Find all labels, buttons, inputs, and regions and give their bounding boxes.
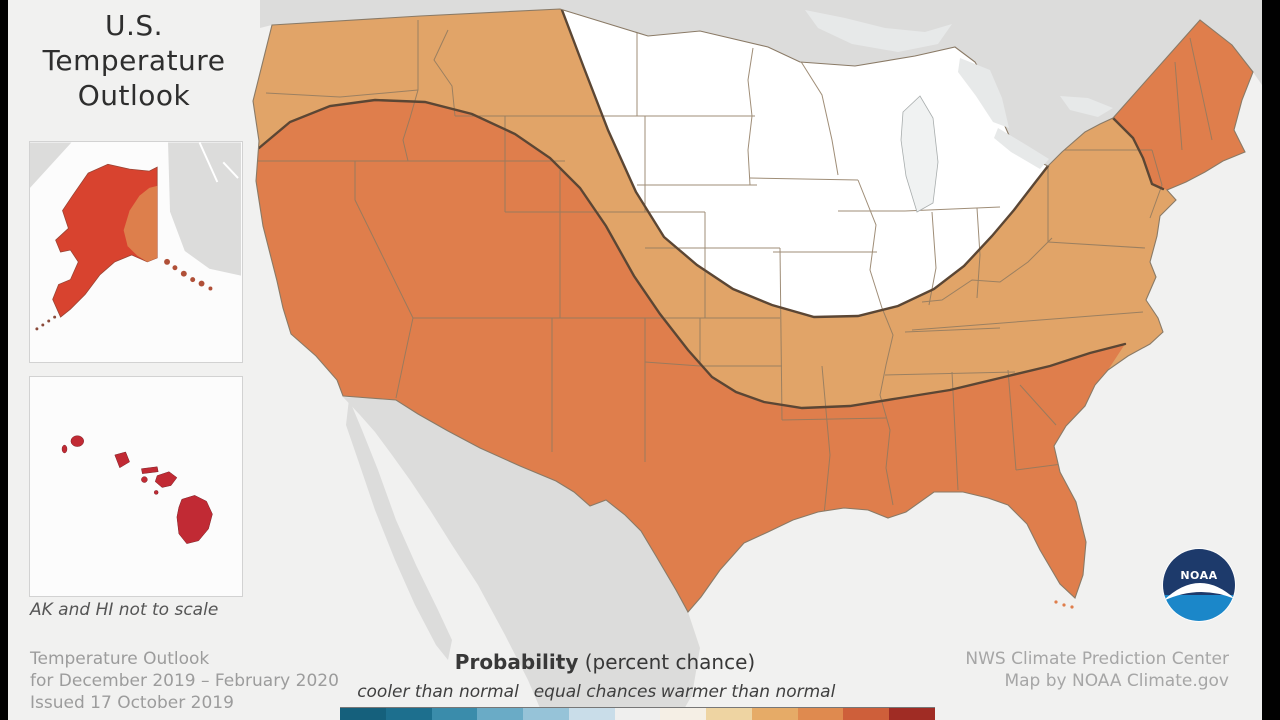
probability-contours <box>257 9 1165 410</box>
probability-colorbar <box>340 707 935 720</box>
alaska-southeast-region <box>123 185 158 262</box>
colorbar-segment <box>889 708 935 720</box>
great-lakes <box>805 10 1113 213</box>
colorbar-segment <box>340 708 386 720</box>
page-title: U.S. Temperature Outlook <box>20 8 248 113</box>
colorbar-segment <box>477 708 524 720</box>
region-warmer-northeast <box>1113 20 1253 190</box>
noaa-logo: NOAA <box>1162 548 1236 622</box>
caption-line-2: for December 2019 – February 2020 <box>30 671 339 691</box>
map-graphic: U.S. Temperature Outlook <box>8 0 1262 720</box>
colorbar-segment <box>614 708 661 720</box>
colorbar-segment <box>385 708 432 720</box>
colorbar-segment <box>431 708 478 720</box>
alaska-inset-map <box>30 142 241 331</box>
legend-label-equal: equal chances <box>533 682 657 702</box>
alaska-inset <box>29 141 243 363</box>
aleutian-islands <box>35 315 57 331</box>
colorbar-segment <box>751 708 798 720</box>
attribution-caption: NWS Climate Prediction Center Map by NOA… <box>965 648 1229 692</box>
baja-california <box>346 399 452 660</box>
hawaii-inset-map <box>61 435 213 544</box>
colorbar-segment <box>568 708 615 720</box>
legend-heading-bold: Probability <box>454 650 579 674</box>
noaa-logo-text: NOAA <box>1180 569 1217 582</box>
alaska-warmer-region <box>52 163 158 318</box>
conus-map <box>8 0 1262 720</box>
mexico-landmass <box>343 397 700 720</box>
colorbar-segment <box>660 708 707 720</box>
lake-erie <box>994 128 1049 169</box>
pillarbox-right <box>1262 0 1280 720</box>
lake-huron <box>958 58 1009 128</box>
noaa-logo-gull <box>1163 582 1235 601</box>
inset-scale-note: AK and HI not to scale <box>30 600 219 620</box>
colorbar-segment <box>797 708 844 720</box>
region-warmer-40-50 <box>256 100 1125 612</box>
issuance-caption: Temperature Outlook for December 2019 – … <box>30 648 339 714</box>
conus-outline <box>252 8 1254 613</box>
region-equal-chances <box>562 10 1048 317</box>
colorbar-segment <box>843 708 890 720</box>
pillarbox-left <box>0 0 8 720</box>
caption-line-1: Temperature Outlook <box>30 649 210 669</box>
canada-border-lines <box>198 142 239 183</box>
attribution-line-2: Map by NOAA Climate.gov <box>1004 671 1229 691</box>
canada-landmass-inset <box>168 142 241 276</box>
hawaii-inset <box>29 376 243 597</box>
title-line-3: Outlook <box>77 79 191 112</box>
noaa-logo-sea <box>1163 595 1235 621</box>
hawaii-warmer-region <box>61 435 213 544</box>
state-borders <box>253 20 1213 516</box>
legend-label-cooler: cooler than normal <box>357 682 519 702</box>
lake-superior <box>805 10 952 52</box>
caption-line-3: Issued 17 October 2019 <box>30 693 234 713</box>
title-line-1: U.S. <box>104 9 164 42</box>
lake-ontario <box>1060 96 1113 117</box>
legend-label-warmer: warmer than normal <box>660 682 836 702</box>
lake-michigan <box>900 95 939 213</box>
attribution-line-1: NWS Climate Prediction Center <box>965 649 1229 669</box>
russia-landmass <box>30 142 72 188</box>
colorbar-segment <box>523 708 569 720</box>
legend-heading-suffix: (percent chance) <box>578 650 756 674</box>
florida-keys <box>1054 600 1074 609</box>
alaska-panhandle <box>164 258 213 291</box>
colorbar-segment <box>706 708 752 720</box>
canada-landmass <box>260 0 1262 166</box>
legend-heading: Probability (percent chance) <box>355 650 855 674</box>
title-line-2: Temperature <box>42 44 226 77</box>
